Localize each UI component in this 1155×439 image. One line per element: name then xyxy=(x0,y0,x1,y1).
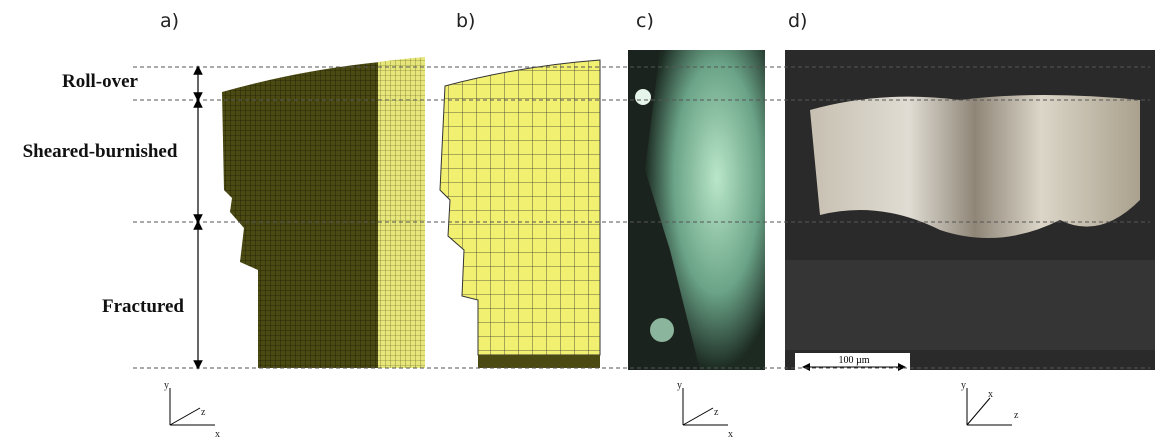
zone-label: Fractured xyxy=(102,296,184,317)
photo-d: 100 µm xyxy=(785,50,1155,372)
axis-label: z xyxy=(1014,410,1019,421)
axis-triad xyxy=(170,388,1012,425)
scale-label: 100 µm xyxy=(838,355,869,366)
axis-label: x xyxy=(215,429,220,439)
axis-label: x xyxy=(728,429,733,439)
zone-label: Sheared-burnished xyxy=(23,141,178,162)
axis-label: x xyxy=(988,389,993,400)
figure: a) b) c) d) 100 µm Roll-over Sheared-bur… xyxy=(0,0,1155,439)
fe-mesh-a xyxy=(222,57,425,368)
zone-label: Roll-over xyxy=(62,71,139,92)
axis-label: z xyxy=(714,407,719,418)
panel-label: b) xyxy=(456,10,475,32)
panel-label: c) xyxy=(636,10,654,32)
axis-label: z xyxy=(201,407,206,418)
panel-label: d) xyxy=(788,10,807,32)
fe-mesh-b xyxy=(440,60,600,368)
axis-label: y xyxy=(677,380,682,391)
axis-label: y xyxy=(961,380,966,391)
panel-label: a) xyxy=(160,10,179,32)
axis-label: y xyxy=(164,380,169,391)
photo-c xyxy=(628,50,765,370)
